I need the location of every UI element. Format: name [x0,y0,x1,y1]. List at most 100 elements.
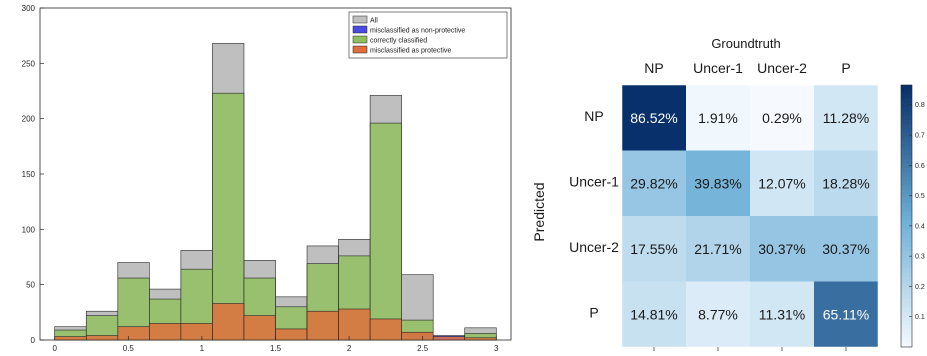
legend-swatch [352,45,368,54]
x-tick-label: 2.5 [417,344,429,353]
histogram-bar [117,326,150,341]
matrix-cell [622,85,686,151]
cell-value-label: 11.28% [823,110,869,126]
histogram-bar [275,328,308,341]
colorbar-tick-label: 0.5 [915,193,925,200]
cell-value-label: 21.71% [694,241,741,257]
cell-value-label: 65.11% [823,306,869,322]
cell-value-label: 86.52% [630,110,677,126]
matrix-cell [686,281,750,347]
cell-value-label: 8.77% [698,306,738,322]
row-label: NP [584,108,603,124]
cell-value-label: 30.37% [758,241,805,257]
row-label: P [589,305,598,321]
histogram-bar [85,335,119,341]
histogram-bar [464,337,497,341]
histogram-bar [212,92,245,341]
y-tick-label: 50 [26,281,35,290]
colorbar-tick-label: 0.2 [915,284,925,291]
column-label: Uncer-2 [757,60,807,76]
legend-label: misclassified as non-protective [370,28,465,35]
legend-swatch [352,35,368,44]
histogram-bar [338,308,371,341]
histogram-bar [149,323,182,341]
histogram-y-axis: 0 50 100 150 200 250 300 [22,4,44,345]
colorbar: 0.1 0.2 0.3 0.4 0.5 0.6 0.7 0.8 [900,84,925,348]
cell-value-label: 18.28% [822,175,869,191]
legend-swatch [352,25,368,34]
colorbar-tick-label: 0.8 [915,102,925,109]
colorbar-tick-label: 0.6 [915,163,925,170]
matrix-cell [622,216,686,282]
x-tick-label: 0 [52,344,57,353]
column-label: NP [644,60,663,76]
y-tick-label: 150 [22,170,36,179]
confusion-matrix-column-labels: NP Uncer-1 Uncer-2 P [644,60,850,76]
histogram-bar [243,315,276,341]
colorbar-frame [900,84,913,348]
histogram-bars [54,43,497,341]
row-label: Uncer-1 [569,174,619,190]
confusion-matrix-title: Groundtruth [711,36,780,51]
x-tick-label: 1.5 [270,344,282,353]
matrix-cell [750,85,814,151]
histogram-bar [432,336,466,341]
confusion-matrix-row-labels: NP Uncer-1 Uncer-2 P [569,108,619,321]
y-tick-label: 0 [31,336,36,345]
y-tick-label: 200 [22,115,36,124]
matrix-cell [814,216,878,282]
cell-value-label: 30.37% [822,241,869,257]
cell-value-label: 14.81% [630,306,677,322]
legend-label: misclassified as protective [370,48,451,55]
colorbar-tick-label: 0.4 [915,223,925,230]
matrix-cell [750,281,814,347]
matrix-cell [750,216,814,282]
matrix-cell [622,150,686,216]
histogram-bar [54,336,87,341]
cell-value-label: 11.31% [759,306,805,322]
histogram-bar [212,303,245,341]
matrix-cell [814,281,878,347]
legend-swatch [352,15,368,24]
y-tick-label: 100 [22,225,36,234]
cell-value-label: 0.29% [762,110,802,126]
legend-label: All [370,18,378,25]
histogram-bar [180,323,213,341]
cell-value-label: 1.91% [698,110,738,126]
matrix-cell [814,85,878,151]
histogram-bar [306,310,339,341]
colorbar-tick-label: 0.7 [915,133,925,140]
y-tick-label: 300 [22,4,36,13]
confusion-matrix-cells: 86.52% 1.91% 0.29% 11.28% 29.82% 39.83% 12.07%… [621,84,879,351]
x-tick-label: 3 [494,344,499,353]
matrix-cell [622,281,686,347]
histogram-bar [401,331,434,341]
histogram-bar [369,122,402,341]
cell-value-label: 29.82% [630,175,677,191]
confusion-matrix-chart: Groundtruth Predicted NP Uncer-1 Uncer-2 P … [531,36,925,351]
histogram-bar [369,318,402,341]
confusion-matrix-ylabel: Predicted [531,182,547,241]
colorbar-tick-label: 0.1 [915,314,925,321]
column-label: P [841,60,850,76]
row-label: Uncer-2 [569,239,619,255]
colorbar-tick-label: 0.3 [915,254,925,261]
matrix-cell [814,150,878,216]
x-tick-label: 1 [200,344,205,353]
x-tick-label: 0.5 [123,344,135,353]
x-tick-label: 2 [347,344,352,353]
matrix-cell [686,216,750,282]
cell-value-label: 39.83% [694,175,741,191]
cell-value-label: 12.07% [758,175,805,191]
matrix-cell [750,150,814,216]
histogram-legend: All misclassified as non-protective correc… [348,11,508,59]
legend-box [348,11,508,59]
y-tick-label: 250 [22,59,36,68]
matrix-cell [686,150,750,216]
matrix-cell [686,85,750,151]
histogram-x-axis: 0 0.5 1 1.5 2 2.5 3 [52,336,499,353]
legend-label: correctly classified [370,38,427,45]
cell-value-label: 17.55% [630,241,677,257]
histogram-chart: 0 0.5 1 1.5 2 2.5 3 0 50 100 150 200 250 300 All misc… [22,4,512,353]
column-label: Uncer-1 [693,60,743,76]
